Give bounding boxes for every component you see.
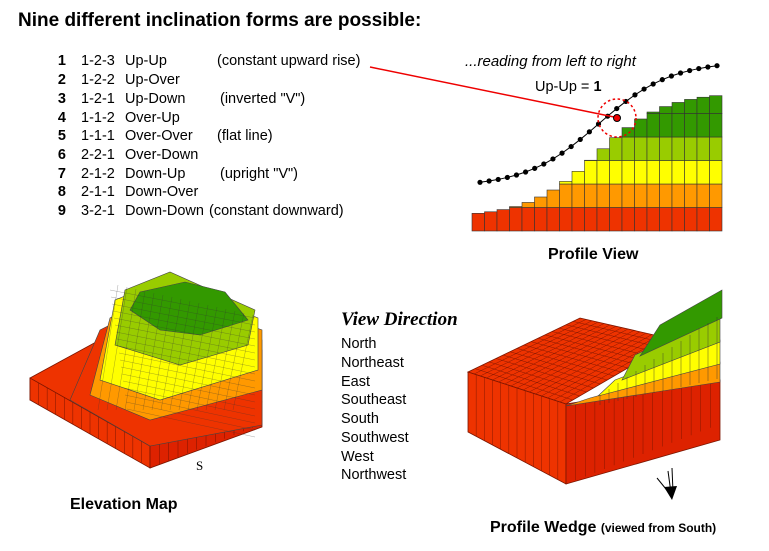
- profile-wedge-graphic: [466, 289, 723, 485]
- compass-letter: S: [196, 458, 204, 473]
- connector-line: [369, 66, 615, 118]
- view-direction-item: South: [341, 411, 379, 427]
- form-note: (constant upward rise): [217, 53, 361, 69]
- profile-step-bars: [471, 95, 723, 232]
- elevation-map-graphic: [29, 271, 263, 469]
- view-arrow-icon: [656, 467, 677, 500]
- profile-wedge-label: Profile Wedge (viewed from South): [490, 519, 717, 536]
- reading-note: ...reading from left to right: [465, 53, 636, 70]
- profile-dotted-curve: [477, 63, 720, 185]
- view-direction-item: East: [341, 374, 371, 390]
- view-direction-item: Southwest: [341, 430, 409, 446]
- highlight-point: [613, 114, 621, 122]
- page-title: Nine different inclination forms are pos…: [18, 10, 422, 31]
- profile-view-label: Profile View: [548, 246, 639, 263]
- view-direction-item: West: [341, 449, 374, 465]
- elevation-map-label: Elevation Map: [70, 496, 178, 513]
- view-direction-item: North: [341, 336, 377, 352]
- view-direction-item: Northwest: [341, 467, 407, 483]
- view-direction-item: Northeast: [341, 355, 404, 371]
- view-direction-title: View Direction: [341, 309, 458, 330]
- highlight-circle: [597, 98, 637, 138]
- upup-annotation: Up-Up = 1: [535, 79, 602, 95]
- view-direction-item: Southeast: [341, 392, 407, 408]
